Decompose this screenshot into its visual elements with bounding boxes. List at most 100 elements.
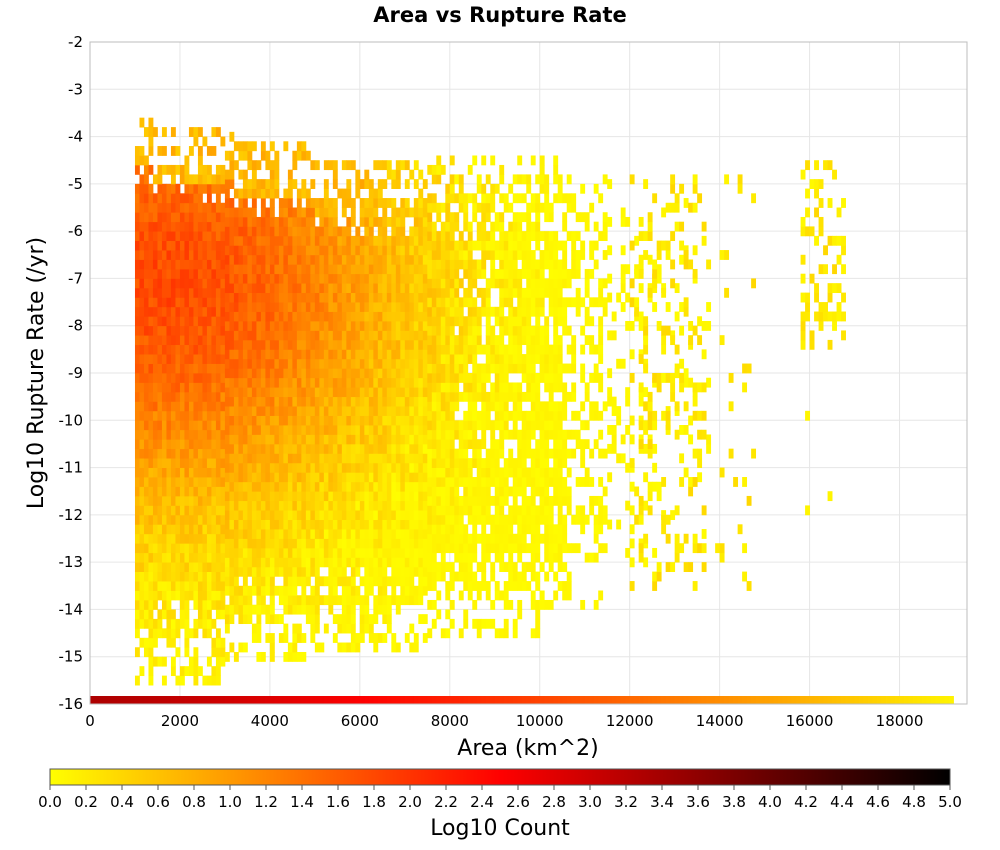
heatmap-cell	[197, 495, 203, 506]
heatmap-cell	[337, 235, 343, 246]
heatmap-cell	[593, 183, 599, 194]
heatmap-cell	[373, 387, 379, 398]
heatmap-cell	[800, 226, 806, 237]
heatmap-cell	[161, 458, 167, 468]
heatmap-cell	[436, 174, 442, 185]
heatmap-cell	[337, 462, 343, 473]
heatmap-cell	[481, 486, 487, 497]
heatmap-cell	[422, 443, 428, 454]
heatmap-cell	[377, 368, 383, 379]
heatmap-cell	[134, 278, 140, 289]
heatmap-cell	[274, 500, 280, 511]
heatmap-cell	[544, 193, 550, 204]
heatmap-cell	[341, 302, 347, 312]
heatmap-cell	[683, 377, 689, 388]
heatmap-cell	[481, 429, 487, 440]
heatmap-cell	[697, 472, 703, 483]
heatmap-cell	[350, 302, 356, 312]
heatmap-cell	[323, 396, 329, 407]
heatmap-cell	[188, 401, 194, 412]
heatmap-cell	[166, 268, 172, 279]
heatmap-cell	[157, 524, 163, 535]
heatmap-cell	[269, 368, 275, 379]
heatmap-cell	[211, 306, 217, 317]
heatmap-cell	[445, 514, 451, 525]
heatmap-cell	[283, 633, 289, 643]
heatmap-cell	[202, 202, 208, 213]
heatmap-cell	[328, 585, 334, 596]
heatmap-cell	[616, 358, 622, 369]
heatmap-cell	[332, 425, 338, 435]
heatmap-cell	[575, 306, 581, 317]
heatmap-cell	[323, 387, 329, 398]
heatmap-cell	[359, 330, 365, 341]
heatmap-cell	[184, 240, 190, 251]
heatmap-cell	[422, 396, 428, 407]
heatmap-cell	[256, 188, 262, 199]
heatmap-cell	[211, 505, 217, 516]
heatmap-cell	[422, 614, 428, 625]
heatmap-cell	[481, 297, 487, 308]
heatmap-cell	[643, 363, 649, 374]
heatmap-cell	[310, 302, 316, 312]
heatmap-cell	[179, 325, 185, 336]
heatmap-cell	[170, 354, 176, 364]
heatmap-cell	[436, 155, 442, 166]
heatmap-cell	[188, 628, 194, 639]
heatmap-cell	[535, 354, 541, 364]
heatmap-cell	[143, 467, 149, 478]
heatmap-cell	[476, 495, 482, 506]
heatmap-cell	[440, 287, 446, 298]
heatmap-cell	[251, 216, 257, 227]
heatmap-cell	[337, 320, 343, 331]
heatmap-cell	[238, 443, 244, 454]
heatmap-cell	[359, 320, 365, 331]
heatmap-cell	[323, 472, 329, 483]
heatmap-cell	[823, 302, 828, 312]
heatmap-cell	[350, 283, 356, 294]
heatmap-cell	[328, 510, 334, 520]
heatmap-cell	[310, 585, 316, 596]
heatmap-cell	[679, 453, 685, 464]
heatmap-cell	[454, 533, 460, 544]
heatmap-cell	[269, 198, 275, 208]
heatmap-cell	[170, 637, 176, 648]
heatmap-cell	[296, 396, 302, 407]
heatmap-cell	[832, 264, 837, 275]
heatmap-cell	[364, 254, 370, 265]
heatmap-cell	[202, 250, 208, 260]
heatmap-cell	[238, 481, 244, 492]
heatmap-cell	[337, 330, 343, 341]
heatmap-cell	[251, 491, 257, 502]
heatmap-cell	[359, 491, 365, 502]
heatmap-cell	[256, 387, 262, 398]
heatmap-cell	[215, 495, 221, 506]
heatmap-cell	[310, 264, 316, 275]
heatmap-cell	[161, 240, 167, 251]
heatmap-cell	[188, 467, 194, 478]
heatmap-cell	[296, 415, 302, 426]
heatmap-cell	[481, 391, 487, 402]
heatmap-cell	[386, 472, 392, 483]
heatmap-cell	[202, 240, 208, 251]
heatmap-cell	[269, 377, 275, 388]
heatmap-cell	[166, 335, 172, 346]
heatmap-cell	[283, 226, 289, 237]
heatmap-cell	[553, 174, 559, 185]
heatmap-cell	[418, 566, 424, 577]
heatmap-cell	[251, 358, 257, 369]
heatmap-cell	[134, 533, 140, 544]
heatmap-cell	[148, 543, 154, 554]
heatmap-cell	[620, 273, 626, 284]
heatmap-cell	[674, 552, 680, 563]
heatmap-cell	[373, 472, 379, 483]
heatmap-cell	[427, 212, 433, 223]
heatmap-cell	[346, 377, 352, 388]
heatmap-cell	[404, 406, 410, 416]
heatmap-cell	[184, 647, 190, 658]
heatmap-cell	[562, 212, 568, 223]
heatmap-cell	[503, 533, 509, 544]
heatmap-cell	[436, 448, 442, 459]
heatmap-cell	[242, 557, 248, 568]
heatmap-cell	[476, 174, 482, 185]
